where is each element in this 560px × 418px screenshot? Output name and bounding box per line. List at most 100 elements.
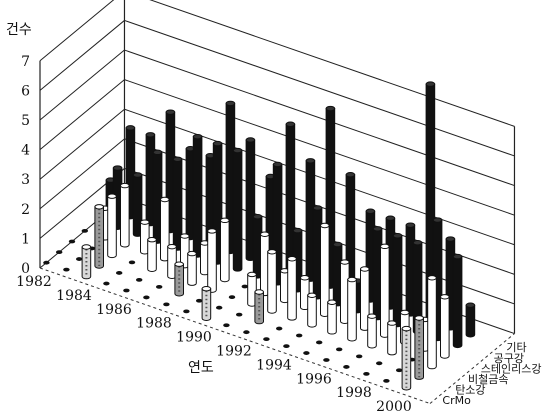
- bar-cap: [252, 214, 263, 220]
- empty-marker: [236, 312, 243, 317]
- bar-body: [107, 195, 117, 259]
- bar-탄소강-2000: [414, 315, 425, 380]
- bar-cap: [232, 147, 243, 154]
- bar-비철금속-1984: [107, 193, 117, 259]
- bar-cap: [132, 172, 143, 178]
- bar-비철금속-1997: [367, 313, 377, 349]
- bar-cap: [305, 158, 316, 164]
- bar-cap: [412, 240, 423, 246]
- y-tick-label: 5: [21, 113, 30, 129]
- bar-cap: [167, 243, 177, 250]
- bar-body: [147, 239, 157, 272]
- bar-기타-2000: [465, 302, 476, 338]
- bar-body: [327, 301, 337, 335]
- bar-cap: [367, 313, 377, 319]
- side-gridline: [39, 0, 115, 62]
- bar-body: [347, 279, 357, 342]
- x-tick-label: 1982: [16, 274, 52, 290]
- bar-body: [174, 263, 184, 297]
- bar-cap: [272, 161, 283, 168]
- empty-marker: [296, 333, 303, 338]
- series-label: CrMo: [442, 394, 471, 407]
- empty-marker: [376, 361, 383, 366]
- x-tick-label: 1984: [56, 288, 92, 304]
- bar-cap: [201, 286, 212, 292]
- bar-cap: [160, 196, 170, 203]
- bar-공구강-1989: [232, 147, 243, 272]
- bar-cap: [287, 256, 297, 262]
- empty-marker: [356, 354, 363, 359]
- bar-cap: [300, 275, 310, 281]
- empty-marker: [396, 368, 403, 373]
- y-axis-title: 건수: [6, 22, 32, 38]
- bar-비철금속-1992: [267, 249, 277, 314]
- side-gridline: [39, 79, 125, 150]
- bar-cap: [125, 125, 136, 131]
- floor-edge: [429, 333, 515, 404]
- bar-body: [201, 288, 212, 321]
- bar-body: [207, 230, 217, 293]
- bar-cap: [152, 149, 163, 156]
- bar-cap: [180, 233, 190, 239]
- y-tick-label: 1: [21, 231, 30, 247]
- bar-cap: [387, 320, 397, 326]
- bar-cap: [327, 299, 337, 305]
- bar-cap: [432, 217, 443, 223]
- bar-cap: [401, 325, 412, 332]
- empty-marker: [241, 284, 248, 289]
- bar-cap: [207, 228, 217, 234]
- bar-cap: [312, 205, 323, 211]
- bar-cap: [267, 249, 277, 255]
- y-tick-label: 3: [21, 172, 30, 188]
- bar-cap: [425, 81, 436, 87]
- empty-marker: [263, 337, 270, 342]
- empty-marker: [156, 284, 163, 289]
- bar-스테인리스강-1984: [120, 182, 130, 248]
- empty-marker: [143, 295, 150, 300]
- empty-marker: [216, 305, 223, 310]
- x-tick-label: 1994: [256, 357, 292, 373]
- bar-cap: [254, 289, 265, 295]
- bar-cap: [94, 204, 104, 210]
- bar-cap: [360, 266, 370, 272]
- empty-marker: [76, 257, 83, 261]
- bar-cap: [174, 261, 184, 267]
- bar-cap: [332, 241, 343, 248]
- x-tick-label: 1996: [296, 371, 332, 387]
- bar-비철금속-1996: [347, 276, 357, 342]
- series-label: 탄소강: [455, 384, 485, 397]
- back-gridline: [124, 49, 515, 187]
- empty-marker: [123, 288, 130, 293]
- bar-body: [220, 219, 230, 283]
- back-gridline: [149, 0, 515, 127]
- bar-비철금속-1998: [387, 320, 397, 356]
- side-gridline: [39, 20, 125, 91]
- empty-marker: [196, 298, 203, 303]
- bar-body: [81, 246, 92, 280]
- series-label: 스테인리스강: [481, 362, 542, 375]
- bar-cap: [347, 276, 357, 283]
- empty-marker: [283, 344, 290, 348]
- y-tick-label: 2: [21, 202, 30, 218]
- empty-marker: [128, 260, 136, 265]
- x-tick-label: 1986: [96, 302, 132, 318]
- empty-marker: [43, 260, 50, 265]
- x-tick-label: 1988: [136, 316, 172, 332]
- bar-탄소강-1988: [174, 261, 184, 297]
- empty-marker: [68, 239, 76, 244]
- series-label: 비철금속: [468, 373, 508, 386]
- x-axis-title: 연도: [188, 360, 214, 376]
- bar-cap: [400, 309, 410, 316]
- bar-비철금속-2000: [427, 275, 437, 370]
- bar-cap: [320, 222, 330, 229]
- bar-cap: [452, 253, 463, 260]
- empty-marker: [223, 323, 230, 328]
- bar-비철금속-1989: [207, 228, 217, 293]
- bar-cap: [140, 219, 150, 225]
- bar-cap: [145, 132, 156, 138]
- empty-marker: [136, 278, 143, 282]
- y-tick-label: 7: [21, 54, 30, 70]
- bar-cap: [405, 222, 416, 228]
- bar-cap: [192, 133, 203, 140]
